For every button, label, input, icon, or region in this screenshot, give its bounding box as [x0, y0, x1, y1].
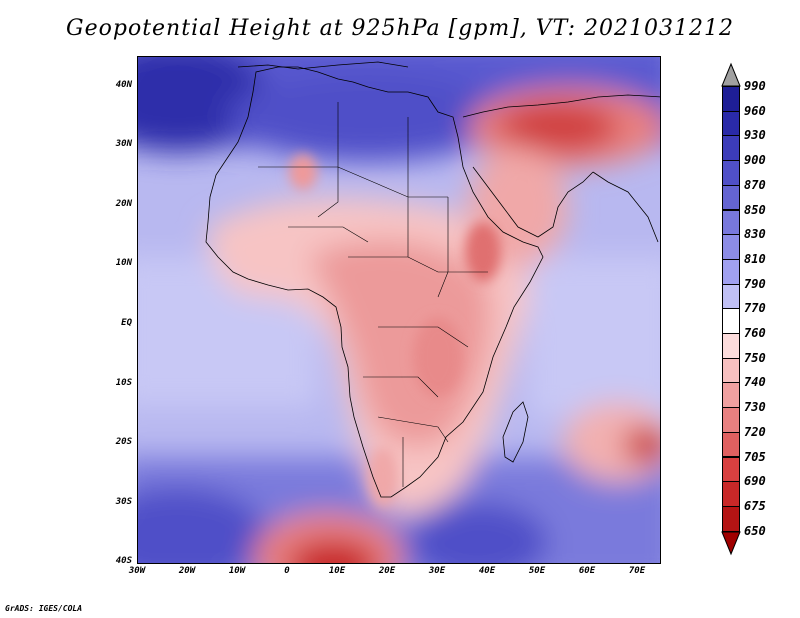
colorbar: 990 960 930 900 870 850 830 810 790 770 760 750 740 7… — [721, 62, 800, 558]
y-tick-label: 20S — [115, 437, 132, 447]
colorbar-level-label: 960 — [744, 103, 766, 118]
field-details — [289, 154, 501, 507]
colorbar-swatch — [722, 308, 740, 334]
colorbar-level-label: 760 — [744, 326, 766, 340]
india-coastline — [592, 171, 659, 243]
colorbar-swatch — [722, 160, 740, 186]
y-tick-label: 10S — [115, 378, 132, 388]
colorbar-swatch — [722, 333, 740, 359]
x-tick-label: 0 — [284, 566, 290, 576]
colorbar-level-label: 730 — [744, 400, 766, 415]
colorbar-level-label: 810 — [744, 251, 766, 266]
y-tick-label: 40N — [115, 80, 132, 90]
colorbar-swatch — [722, 456, 740, 483]
colorbar-swatch — [722, 382, 740, 409]
footer-credit: GrADS: IGES/COLA — [5, 604, 83, 613]
colorbar-swatch — [722, 481, 740, 507]
map-panel — [137, 56, 661, 564]
country-borders — [258, 102, 488, 487]
x-tick-label: 10W — [228, 566, 246, 576]
colorbar-level-label: 690 — [744, 474, 766, 489]
colorbar-swatch — [722, 110, 740, 137]
colorbar-swatch — [722, 209, 740, 236]
x-tick-label: 40E — [478, 566, 496, 576]
colorbar-level-label: 675 — [744, 498, 766, 513]
x-tick-label: 20W — [178, 566, 196, 576]
y-tick-label: EQ — [121, 318, 132, 328]
geopotential-map — [138, 57, 660, 563]
colorbar-level-label: 830 — [744, 227, 766, 242]
colorbar-level-label: 750 — [744, 350, 766, 365]
colorbar-bottom-arrow — [721, 531, 741, 556]
colorbar-level-label: 740 — [744, 375, 766, 390]
y-tick-label: 20N — [115, 199, 132, 209]
y-tick-label: 10N — [115, 258, 132, 268]
y-tick-label: 30N — [115, 139, 132, 149]
coastlines — [205, 61, 660, 498]
colorbar-level-label: 930 — [744, 128, 766, 143]
asia-coastline — [462, 94, 660, 118]
colorbar-swatch — [722, 283, 740, 310]
x-tick-label: 50E — [528, 566, 546, 576]
y-tick-label: 40S — [115, 556, 132, 566]
colorbar-swatch — [722, 431, 740, 458]
x-tick-label: 10E — [328, 566, 346, 576]
europe-coastline — [237, 61, 409, 70]
colorbar-level-label: 705 — [744, 449, 766, 464]
africa-coastline — [205, 66, 544, 498]
colorbar-level-label: 900 — [744, 153, 766, 168]
colorbar-top-arrow — [721, 62, 741, 87]
x-tick-label: 30E — [428, 566, 446, 576]
colorbar-swatch — [722, 407, 740, 433]
colorbar-swatch — [722, 234, 740, 260]
chart-title: Geopotential Height at 925hPa [gpm], VT:… — [66, 16, 734, 41]
y-tick-label: 30S — [115, 497, 132, 507]
colorbar-swatch — [722, 258, 740, 285]
colorbar-level-label: 790 — [744, 276, 766, 291]
x-tick-label: 20E — [378, 566, 396, 576]
x-tick-label: 60E — [578, 566, 596, 576]
colorbar-swatch — [722, 184, 740, 211]
colorbar-swatch — [722, 357, 740, 384]
arabia-coastline — [472, 166, 594, 238]
x-tick-label: 30W — [128, 566, 146, 576]
field-shading — [138, 57, 660, 563]
madagascar-coastline — [502, 401, 529, 463]
colorbar-level-label: 850 — [744, 202, 766, 217]
colorbar-level-label: 870 — [744, 177, 766, 192]
colorbar-level-label: 720 — [744, 424, 766, 439]
colorbar-swatch — [722, 86, 740, 112]
colorbar-level-label: 650 — [744, 523, 766, 538]
colorbar-swatch — [722, 505, 740, 532]
colorbar-level-label: 990 — [744, 79, 766, 93]
colorbar-swatch — [722, 135, 740, 162]
x-tick-label: 70E — [628, 566, 646, 576]
colorbar-level-label: 770 — [744, 301, 766, 316]
